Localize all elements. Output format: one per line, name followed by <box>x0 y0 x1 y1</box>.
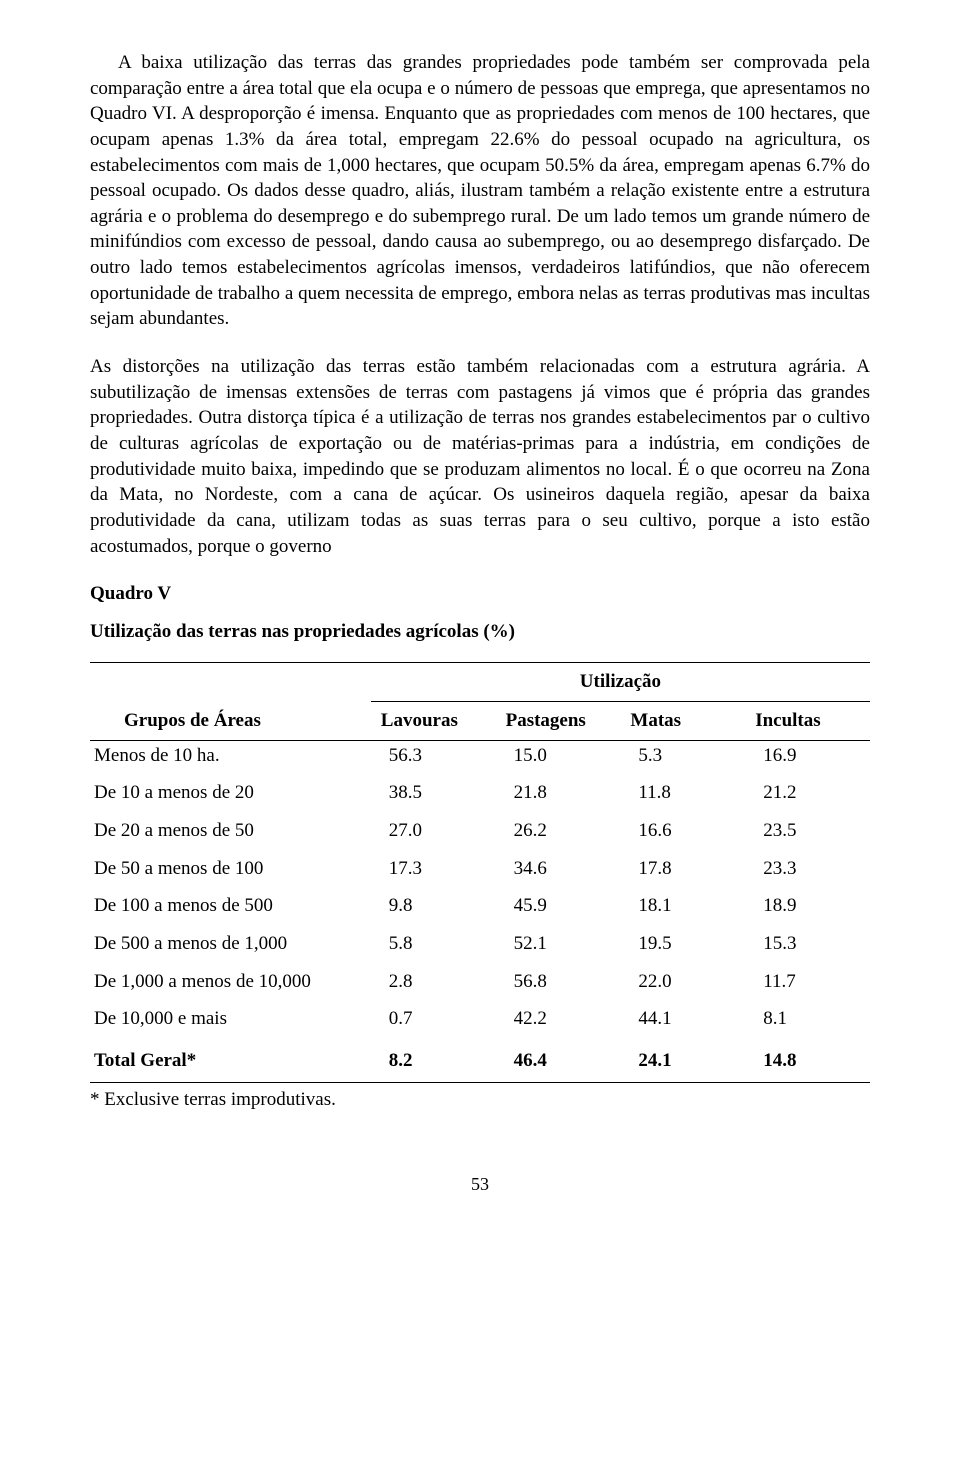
row-value: 18.9 <box>745 887 870 925</box>
row-value: 0.7 <box>371 1000 496 1038</box>
row-value: 16.9 <box>745 740 870 774</box>
table-row: De 10 a menos de 2038.521.811.821.2 <box>90 774 870 812</box>
row-label: De 20 a menos de 50 <box>90 812 371 850</box>
row-value: 18.1 <box>620 887 745 925</box>
table-row: De 1,000 a menos de 10,0002.856.822.011.… <box>90 963 870 1001</box>
body-paragraph-2: As distorções na utilização das terras e… <box>90 354 870 559</box>
row-value: 15.3 <box>745 925 870 963</box>
table-row: Menos de 10 ha.56.315.05.316.9 <box>90 740 870 774</box>
table-row: De 50 a menos de 10017.334.617.823.3 <box>90 850 870 888</box>
header-col2: Pastagens <box>496 702 621 741</box>
row-value: 23.5 <box>745 812 870 850</box>
row-value: 21.2 <box>745 774 870 812</box>
row-value: 8.1 <box>745 1000 870 1038</box>
data-table: Grupos de Áreas Utilização Lavouras Past… <box>90 662 870 1082</box>
row-value: 19.5 <box>620 925 745 963</box>
table-body: Menos de 10 ha.56.315.05.316.9De 10 a me… <box>90 740 870 1082</box>
row-value: 44.1 <box>620 1000 745 1038</box>
row-label: De 10,000 e mais <box>90 1000 371 1038</box>
page-number: 53 <box>90 1172 870 1196</box>
row-value: 11.8 <box>620 774 745 812</box>
row-value: 16.6 <box>620 812 745 850</box>
body-paragraph-1: A baixa utilização das terras das grande… <box>90 50 870 332</box>
row-label: De 500 a menos de 1,000 <box>90 925 371 963</box>
row-value: 52.1 <box>496 925 621 963</box>
header-col4: Incultas <box>745 702 870 741</box>
row-value: 2.8 <box>371 963 496 1001</box>
row-value: 22.0 <box>620 963 745 1001</box>
table-subtitle: Utilização das terras nas propriedades a… <box>90 619 870 645</box>
row-label: De 10 a menos de 20 <box>90 774 371 812</box>
table-total-row: Total Geral*8.246.424.114.8 <box>90 1038 870 1082</box>
total-value: 8.2 <box>371 1038 496 1082</box>
row-value: 9.8 <box>371 887 496 925</box>
row-label: De 100 a menos de 500 <box>90 887 371 925</box>
row-label: De 1,000 a menos de 10,000 <box>90 963 371 1001</box>
row-value: 17.3 <box>371 850 496 888</box>
total-value: 46.4 <box>496 1038 621 1082</box>
row-value: 15.0 <box>496 740 621 774</box>
row-label: De 50 a menos de 100 <box>90 850 371 888</box>
total-value: 14.8 <box>745 1038 870 1082</box>
row-label: Menos de 10 ha. <box>90 740 371 774</box>
row-value: 45.9 <box>496 887 621 925</box>
row-value: 5.8 <box>371 925 496 963</box>
table-row: De 500 a menos de 1,0005.852.119.515.3 <box>90 925 870 963</box>
header-utilization: Utilização <box>371 663 870 702</box>
row-value: 34.6 <box>496 850 621 888</box>
table-row: De 20 a menos de 5027.026.216.623.5 <box>90 812 870 850</box>
row-value: 23.3 <box>745 850 870 888</box>
row-value: 11.7 <box>745 963 870 1001</box>
row-value: 17.8 <box>620 850 745 888</box>
row-value: 38.5 <box>371 774 496 812</box>
header-groups: Grupos de Áreas <box>94 708 367 734</box>
total-value: 24.1 <box>620 1038 745 1082</box>
total-label: Total Geral* <box>90 1038 371 1082</box>
header-col1: Lavouras <box>371 702 496 741</box>
header-col3: Matas <box>620 702 745 741</box>
table-row: De 100 a menos de 5009.845.918.118.9 <box>90 887 870 925</box>
table-row: De 10,000 e mais0.742.244.18.1 <box>90 1000 870 1038</box>
row-value: 5.3 <box>620 740 745 774</box>
row-value: 42.2 <box>496 1000 621 1038</box>
row-value: 56.3 <box>371 740 496 774</box>
table-title: Quadro V <box>90 581 870 607</box>
row-value: 27.0 <box>371 812 496 850</box>
row-value: 21.8 <box>496 774 621 812</box>
row-value: 56.8 <box>496 963 621 1001</box>
table-footnote: * Exclusive terras improdutivas. <box>90 1087 870 1113</box>
row-value: 26.2 <box>496 812 621 850</box>
